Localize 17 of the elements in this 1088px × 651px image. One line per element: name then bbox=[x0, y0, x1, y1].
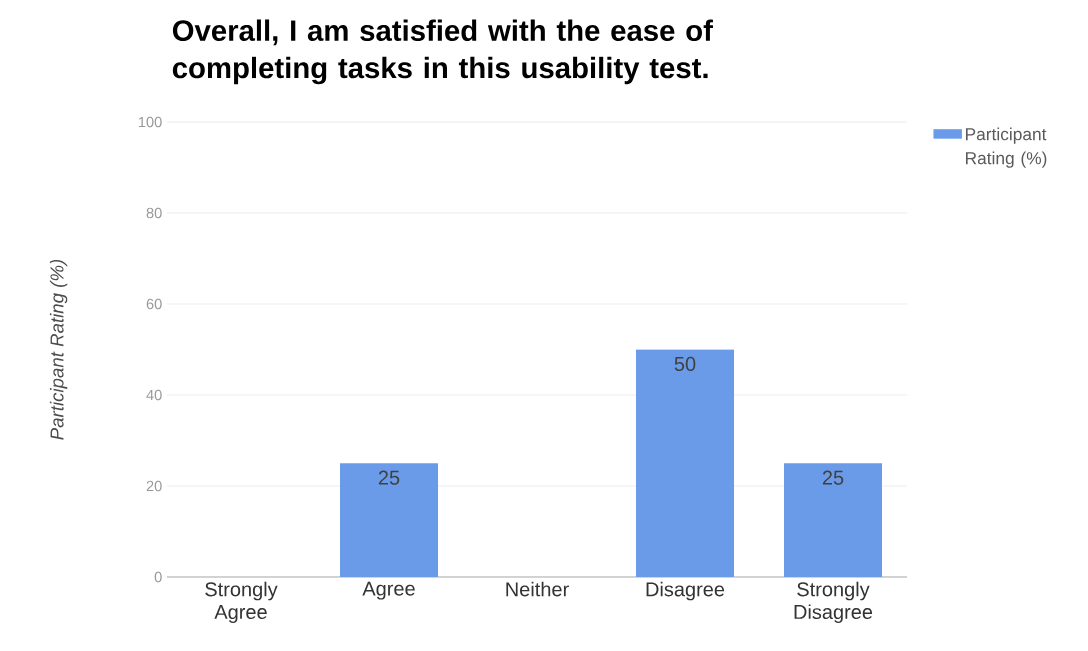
data-label: 25 bbox=[822, 470, 844, 485]
chart-title: Overall, I am satisfied with the ease of completing tasks in this usability test. bbox=[172, 19, 713, 85]
legend-label: Participant Rating (%) bbox=[966, 127, 1047, 168]
y-tick-label: 40 bbox=[146, 389, 162, 401]
y-tick-label: 80 bbox=[146, 207, 162, 219]
y-axis-title: Participant Rating (%) bbox=[49, 259, 68, 440]
x-tick-label: Neither bbox=[506, 581, 569, 597]
y-tick-label: 0 bbox=[154, 571, 162, 583]
y-tick-label: 20 bbox=[146, 480, 162, 492]
y-tick-label: 60 bbox=[146, 298, 162, 310]
y-tick-label: 100 bbox=[138, 116, 162, 128]
x-tick-label: Strongly Disagree bbox=[794, 581, 873, 624]
x-tick-label: Agree bbox=[362, 581, 415, 600]
data-label: 25 bbox=[378, 470, 400, 485]
data-label: 50 bbox=[674, 356, 696, 372]
x-tick-label: Disagree bbox=[646, 581, 725, 601]
x-tick-label: Strongly Agree bbox=[205, 581, 278, 624]
